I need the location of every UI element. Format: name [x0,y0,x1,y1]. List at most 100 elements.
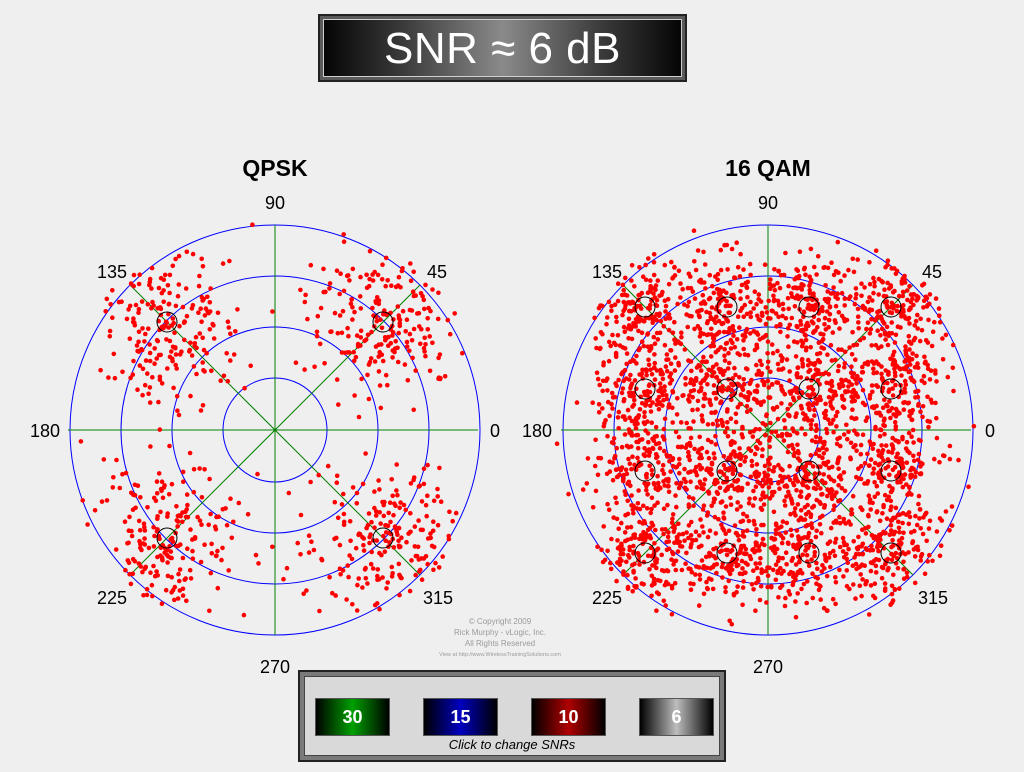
sample-point [932,456,937,462]
sample-point [601,524,606,529]
sample-point [734,589,739,595]
sample-point [224,522,230,528]
sample-point [773,577,779,583]
sample-point [633,324,638,329]
sample-point [775,298,781,304]
sample-point [387,540,392,545]
sample-point [927,518,933,524]
sample-point [173,362,178,368]
sample-point [912,323,917,328]
sample-point [876,345,881,351]
sample-point [162,272,168,278]
sample-point [693,529,699,535]
sample-point [411,407,417,413]
snr-6-button[interactable]: 6 [639,698,714,736]
sample-point [386,334,391,340]
sample-point [713,531,719,536]
sample-point [138,495,143,500]
sample-point [841,574,846,579]
sample-point [666,314,671,319]
sample-point [709,439,714,445]
sample-point [380,262,385,268]
sample-point [887,310,893,315]
sample-point [915,394,921,400]
sample-point [887,472,892,478]
sample-point [737,274,743,279]
sample-point [636,328,641,334]
sample-point [429,543,435,549]
sample-point [845,436,850,442]
sample-point [825,300,831,305]
sample-point [899,304,905,310]
snr-30-button[interactable]: 30 [315,698,390,736]
sample-point [870,389,875,395]
sample-point [775,570,780,576]
sample-point [762,432,768,438]
sample-point [916,403,921,408]
sample-point [188,527,193,532]
sample-point [723,504,729,509]
sample-point [425,536,431,541]
sample-point [904,482,909,487]
snr-15-button[interactable]: 15 [423,698,498,736]
sample-point [149,582,155,588]
sample-point [765,378,771,384]
sample-point [659,552,664,558]
sample-point [784,483,789,488]
sample-point [135,387,140,393]
sample-point [166,302,172,307]
sample-point [609,401,614,407]
sample-point [815,368,821,373]
sample-point [165,560,170,565]
sample-point [206,522,211,528]
sample-point [860,507,865,513]
sample-point [907,450,912,456]
sample-point [188,340,193,346]
sample-point [735,314,741,320]
sample-point [348,301,354,307]
sample-point [670,512,676,517]
sample-point [201,347,207,353]
snr-title: SNR ≈ 6 dB [323,19,682,77]
sample-point [622,432,628,437]
sample-point [610,395,616,400]
sample-point [851,582,856,587]
sample-point [790,480,796,486]
sample-point [793,546,799,552]
sample-point [782,498,787,504]
sample-point [198,408,204,413]
sample-point [680,393,685,399]
sample-point [673,429,679,435]
sample-point [844,542,849,548]
sample-point [155,516,160,521]
sample-point [640,318,646,324]
sample-point [314,333,320,339]
sample-point [622,530,628,535]
sample-point [840,535,846,541]
sample-point [769,430,774,435]
sample-point [866,493,872,499]
sample-point [183,514,189,520]
sample-point [323,289,328,295]
sample-point [686,566,691,571]
qpsk-label-135: 135 [97,262,127,282]
sample-point [613,495,618,501]
sample-point [773,311,779,316]
sample-point [809,525,815,531]
sample-point [340,568,346,573]
sample-point [791,446,796,452]
sample-point [713,409,718,415]
sample-point [730,324,736,329]
sample-point [663,527,668,532]
sample-point [726,455,732,461]
sample-point [771,407,777,412]
sample-point [751,587,756,592]
sample-point [385,382,390,388]
sample-point [813,302,818,308]
sample-point [167,338,173,344]
sample-point [617,562,623,567]
sample-point [747,331,753,336]
snr-10-button[interactable]: 10 [531,698,606,736]
sample-point [216,514,221,519]
ideal-point-marker [880,460,902,482]
